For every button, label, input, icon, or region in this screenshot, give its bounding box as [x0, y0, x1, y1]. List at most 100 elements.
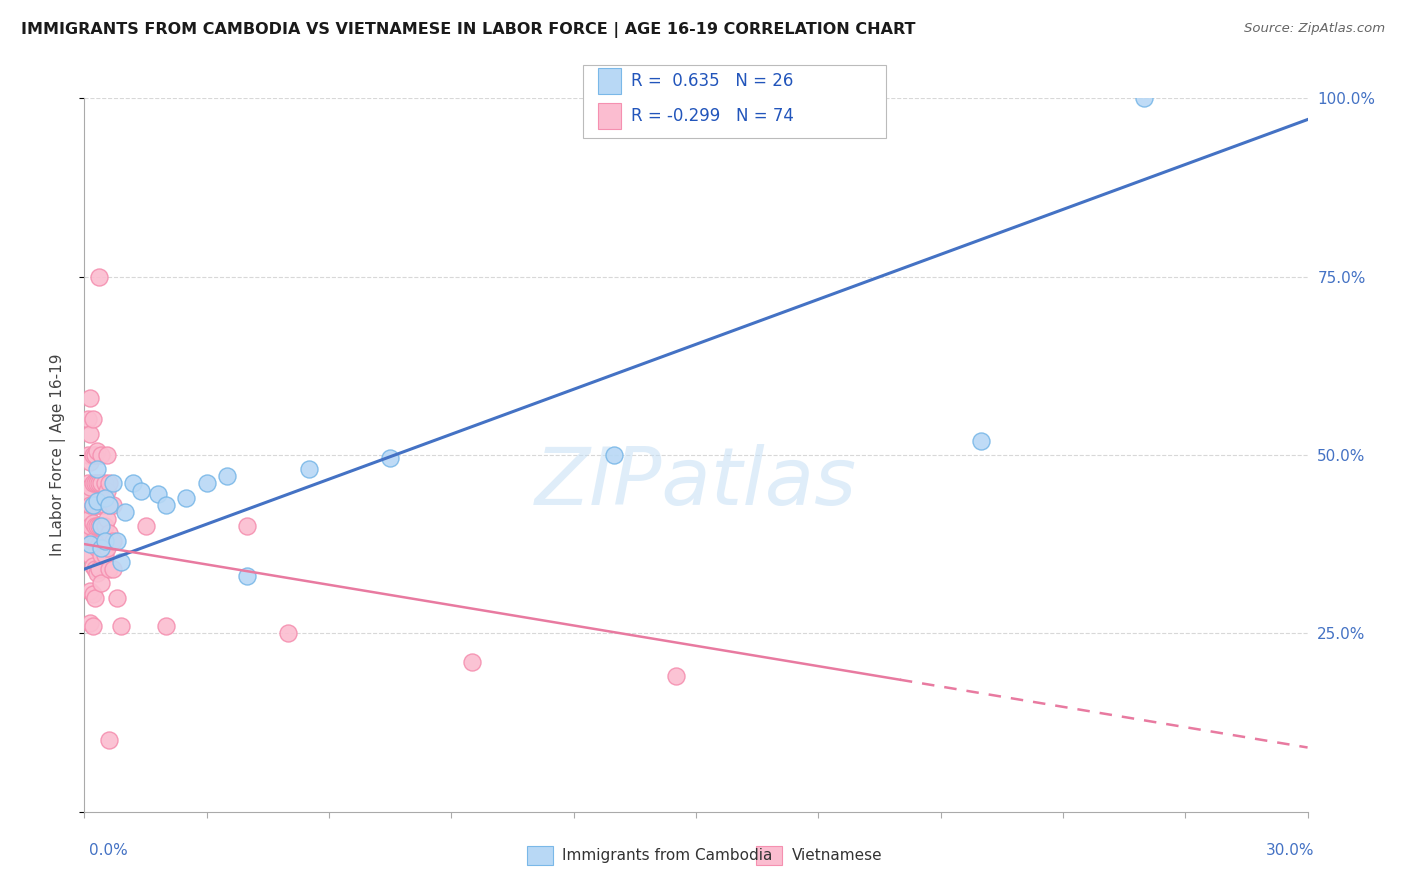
Point: [90, 541, 112, 555]
Point: [86, 476, 108, 491]
Point: [79, 615, 101, 630]
Point: [82, 448, 104, 462]
Point: [79, 391, 101, 405]
Point: [96, 541, 118, 555]
Point: [83, 448, 105, 462]
Point: [665, 669, 688, 683]
Text: IMMIGRANTS FROM CAMBODIA VS VIETNAMESE IN LABOR FORCE | AGE 16-19 CORRELATION CH: IMMIGRANTS FROM CAMBODIA VS VIETNAMESE I…: [21, 22, 915, 38]
Point: [90, 519, 112, 533]
Point: [97, 733, 120, 747]
Point: [90, 519, 112, 533]
Point: [236, 519, 259, 533]
Point: [82, 558, 104, 573]
Point: [122, 476, 145, 491]
Point: [82, 476, 104, 491]
Point: [83, 498, 105, 512]
Point: [970, 434, 993, 448]
Point: [82, 619, 104, 633]
Point: [90, 576, 112, 591]
Point: [135, 519, 157, 533]
Point: [105, 533, 128, 548]
Point: [93, 491, 117, 505]
Point: [79, 548, 101, 562]
Point: [82, 412, 104, 426]
Point: [86, 494, 108, 508]
Point: [86, 462, 108, 476]
Point: [82, 587, 104, 601]
Point: [77, 476, 100, 491]
Point: [603, 448, 626, 462]
Point: [86, 444, 108, 458]
Point: [97, 498, 120, 512]
Point: [79, 537, 101, 551]
Point: [87, 519, 110, 533]
Point: [77, 448, 100, 462]
Point: [101, 498, 124, 512]
Point: [83, 519, 105, 533]
Point: [97, 526, 120, 541]
Text: R =  0.635   N = 26: R = 0.635 N = 26: [631, 72, 793, 90]
Point: [83, 537, 105, 551]
Point: [90, 476, 112, 491]
Text: R = -0.299   N = 74: R = -0.299 N = 74: [631, 107, 794, 125]
Point: [110, 619, 132, 633]
Point: [97, 562, 120, 576]
Point: [87, 498, 110, 512]
Point: [105, 591, 128, 605]
Point: [87, 269, 110, 284]
Point: [101, 533, 124, 548]
Point: [114, 505, 136, 519]
Point: [174, 491, 197, 505]
Point: [83, 562, 105, 576]
Point: [79, 498, 101, 512]
Point: [82, 498, 104, 512]
Point: [298, 462, 321, 476]
Point: [83, 476, 105, 491]
Point: [87, 476, 110, 491]
Point: [87, 562, 110, 576]
Point: [79, 455, 101, 469]
Point: [155, 498, 177, 512]
Point: [97, 498, 120, 512]
Point: [86, 541, 108, 555]
Point: [90, 498, 112, 512]
Point: [82, 516, 104, 530]
Point: [93, 498, 117, 512]
Text: 0.0%: 0.0%: [89, 843, 128, 858]
Point: [83, 591, 105, 605]
Text: 30.0%: 30.0%: [1267, 843, 1315, 858]
Point: [101, 562, 124, 576]
Point: [75, 533, 97, 548]
Point: [93, 519, 117, 533]
Point: [277, 626, 299, 640]
Point: [110, 555, 132, 569]
Point: [90, 548, 112, 562]
Text: Vietnamese: Vietnamese: [792, 848, 882, 863]
Point: [86, 566, 108, 580]
Point: [1133, 91, 1156, 105]
Point: [93, 533, 117, 548]
Text: Source: ZipAtlas.com: Source: ZipAtlas.com: [1244, 22, 1385, 36]
Point: [461, 655, 484, 669]
Point: [96, 512, 118, 526]
Point: [380, 451, 402, 466]
Point: [97, 476, 120, 491]
Point: [79, 426, 101, 441]
Point: [79, 480, 101, 494]
Point: [131, 483, 153, 498]
Y-axis label: In Labor Force | Age 16-19: In Labor Force | Age 16-19: [51, 353, 66, 557]
Point: [86, 498, 108, 512]
Point: [155, 619, 177, 633]
Point: [217, 469, 239, 483]
Point: [90, 448, 112, 462]
Text: Immigrants from Cambodia: Immigrants from Cambodia: [562, 848, 773, 863]
Point: [87, 537, 110, 551]
Point: [79, 519, 101, 533]
Text: ZIPatlas: ZIPatlas: [534, 444, 858, 523]
Point: [93, 548, 117, 562]
Point: [76, 412, 98, 426]
Point: [96, 448, 118, 462]
Point: [86, 519, 108, 533]
Point: [96, 483, 118, 498]
Point: [77, 530, 100, 544]
